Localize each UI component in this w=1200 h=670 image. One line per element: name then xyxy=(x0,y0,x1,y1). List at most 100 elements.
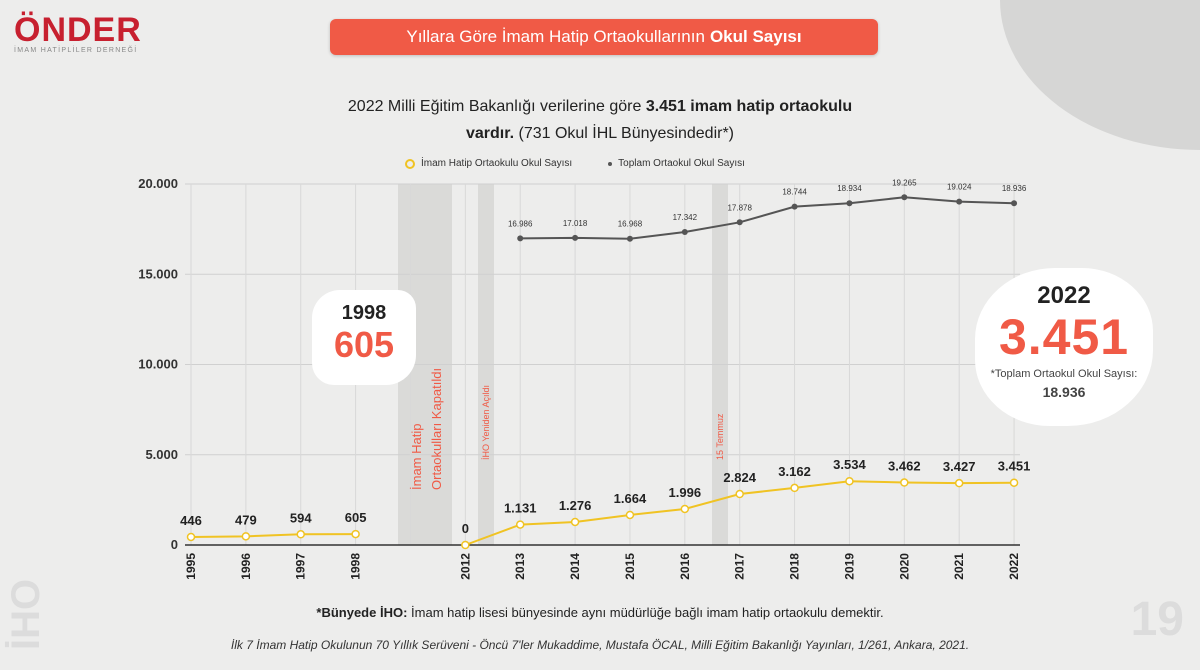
data-label: 18.936 xyxy=(1002,184,1027,193)
callout-2022: 2022 3.451 *Toplam Ortaokul Okul Sayısı:… xyxy=(975,268,1153,426)
data-label: 3.451 xyxy=(998,459,1031,474)
logo-brand: ÖNDER xyxy=(14,11,142,49)
footnote-text: İmam hatip lisesi bünyesinde aynı müdürl… xyxy=(411,605,884,620)
data-label: 16.968 xyxy=(618,220,643,229)
x-tick-label: 2017 xyxy=(733,553,747,580)
data-label: 1.664 xyxy=(614,491,647,506)
data-label: 594 xyxy=(290,510,312,525)
annotation-closure: İmam Hatip Ortaokulları Kapatıldı xyxy=(409,368,444,490)
x-tick-label: 2014 xyxy=(568,553,582,580)
data-point xyxy=(515,520,525,529)
data-point xyxy=(845,476,854,486)
title-regular: Yıllara Göre İmam Hatip Ortaokullarının xyxy=(406,27,705,46)
footnote: *Bünyede İHO: İmam hatip lisesi bünyesin… xyxy=(0,605,1200,620)
data-point xyxy=(461,540,470,550)
callout-1998: 1998 605 xyxy=(312,290,416,385)
data-point xyxy=(1009,478,1019,487)
data-point xyxy=(954,478,964,488)
watermark-iho: İHO xyxy=(4,578,48,650)
x-tick-label: 1996 xyxy=(239,553,253,580)
intro-bold: 3.451 imam hatip ortaokulu vardır. xyxy=(466,98,853,142)
x-tick-label: 2015 xyxy=(623,553,637,580)
data-point xyxy=(790,483,799,493)
data-label: 2.824 xyxy=(723,470,756,485)
x-tick-label: 2013 xyxy=(513,553,527,580)
data-label: 17.342 xyxy=(673,213,698,222)
data-point xyxy=(351,529,360,539)
source-citation: İlk 7 İmam Hatip Okulunun 70 Yıllık Serü… xyxy=(230,638,970,652)
data-point xyxy=(572,234,579,241)
chart-legend: İmam Hatip Ortaokulu Okul Sayısı Toplam … xyxy=(405,158,745,169)
legend-marker-dot-icon xyxy=(608,161,613,166)
x-tick-label: 2022 xyxy=(1007,553,1021,580)
data-point xyxy=(681,228,688,235)
logo-subtitle: İMAM HATİPLİLER DERNEĞİ xyxy=(14,47,138,54)
data-label: 1.996 xyxy=(669,485,702,500)
y-tick-label: 15.000 xyxy=(138,266,178,281)
callout-total: 18.936 xyxy=(1042,384,1086,400)
data-label: 3.534 xyxy=(833,457,866,472)
data-label: 1.276 xyxy=(559,498,592,513)
data-label: 19.265 xyxy=(892,178,917,187)
callout-year: 2022 xyxy=(1037,282,1091,309)
page-title: Yıllara Göre İmam Hatip Ortaokullarının … xyxy=(330,19,878,55)
intro-text: 2022 Milli Eğitim Bakanlığı verilerine g… xyxy=(340,93,860,147)
callout-label: *Toplam Ortaokul Okul Sayısı: xyxy=(990,368,1138,380)
y-tick-label: 5.000 xyxy=(145,447,178,462)
intro-part2: (731 Okul İHL Bünyesindedir*) xyxy=(518,125,734,142)
legend-label: İmam Hatip Ortaokulu Okul Sayısı xyxy=(421,158,573,169)
page-number: 19 xyxy=(1130,593,1184,646)
data-label: 446 xyxy=(180,513,202,528)
data-label: 3.427 xyxy=(943,459,976,474)
data-point xyxy=(1011,200,1018,207)
title-bold: Okul Sayısı xyxy=(709,27,802,46)
footnote-bold: *Bünyede İHO: xyxy=(316,605,408,620)
series-line xyxy=(190,533,356,538)
data-label: 3.462 xyxy=(888,459,921,474)
legend-marker-ring-icon xyxy=(405,158,415,169)
data-point xyxy=(517,235,524,242)
x-tick-label: 1995 xyxy=(184,553,198,580)
data-point xyxy=(901,194,908,201)
data-point xyxy=(846,200,853,207)
data-label: 18.744 xyxy=(782,188,807,197)
legend-item-iho: İmam Hatip Ortaokulu Okul Sayısı xyxy=(405,158,572,169)
data-point xyxy=(956,198,963,205)
annotation-15-temmuz: 15 Temmuz xyxy=(715,413,725,460)
data-label: 0 xyxy=(462,521,469,536)
x-tick-label: 2019 xyxy=(842,553,856,580)
x-tick-label: 2020 xyxy=(897,553,911,580)
data-point xyxy=(241,532,251,541)
x-tick-label: 1997 xyxy=(294,553,308,580)
x-tick-label: 2012 xyxy=(458,553,472,580)
annotation-reopened: İHO Yeniden Açıldı xyxy=(481,385,491,460)
data-point xyxy=(626,235,633,242)
callout-value: 3.451 xyxy=(998,309,1130,365)
legend-label: Toplam Ortaokul Okul Sayısı xyxy=(618,158,745,169)
series-line xyxy=(520,196,1015,240)
data-label: 3.162 xyxy=(778,464,811,479)
data-label: 479 xyxy=(235,512,257,527)
y-tick-label: 20.000 xyxy=(138,176,178,191)
data-point xyxy=(900,478,909,487)
data-point xyxy=(570,517,580,527)
y-tick-label: 10.000 xyxy=(138,357,178,372)
data-point xyxy=(296,530,305,539)
intro-part1: 2022 Milli Eğitim Bakanlığı verilerine g… xyxy=(347,98,642,115)
data-point xyxy=(680,504,690,514)
data-point xyxy=(736,219,743,226)
legend-item-total: Toplam Ortaokul Okul Sayısı xyxy=(608,158,745,169)
data-label: 19.024 xyxy=(947,183,972,192)
data-label: 1.131 xyxy=(504,501,537,516)
data-label: 17.878 xyxy=(727,203,752,212)
x-tick-label: 2018 xyxy=(788,553,802,580)
data-point xyxy=(791,203,798,210)
x-tick-label: 2016 xyxy=(678,553,692,580)
data-point xyxy=(625,510,635,520)
callout-value: 605 xyxy=(333,324,395,365)
logo: ÖNDER İMAM HATİPLİLER DERNEĞİ xyxy=(14,11,142,54)
y-tick-label: 0 xyxy=(171,537,178,552)
data-point xyxy=(735,489,744,499)
data-label: 16.986 xyxy=(508,219,533,228)
